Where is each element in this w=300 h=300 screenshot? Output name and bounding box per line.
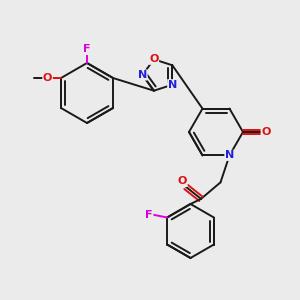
- Text: F: F: [146, 209, 153, 220]
- Text: N: N: [225, 150, 234, 161]
- Text: O: O: [178, 176, 187, 187]
- Text: O: O: [43, 73, 52, 83]
- Text: N: N: [168, 80, 177, 90]
- Text: O: O: [149, 54, 159, 64]
- Text: O: O: [261, 127, 271, 137]
- Text: F: F: [83, 44, 91, 55]
- Text: N: N: [138, 70, 147, 80]
